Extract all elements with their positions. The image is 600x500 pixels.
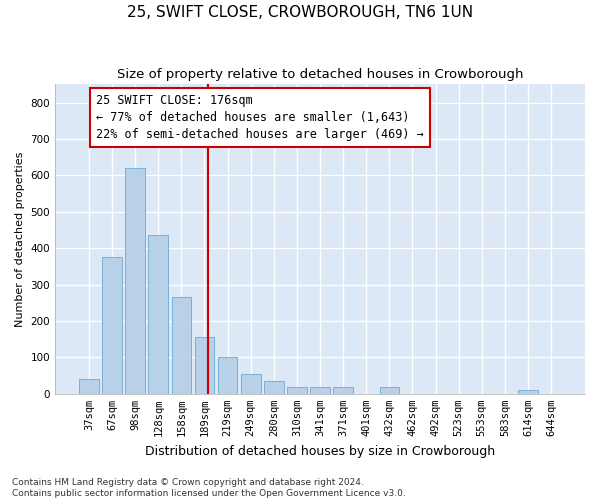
Text: 25 SWIFT CLOSE: 176sqm
← 77% of detached houses are smaller (1,643)
22% of semi-: 25 SWIFT CLOSE: 176sqm ← 77% of detached… (96, 94, 424, 140)
Bar (518, 390, 538, 394)
X-axis label: Distribution of detached houses by size in Crowborough: Distribution of detached houses by size … (145, 444, 495, 458)
Y-axis label: Number of detached properties: Number of detached properties (15, 152, 25, 327)
Bar (79, 379, 99, 394)
Bar (172, 298, 191, 394)
Bar (264, 381, 284, 394)
Bar (241, 374, 260, 394)
Bar (287, 386, 307, 394)
Bar (125, 168, 145, 394)
Text: Contains HM Land Registry data © Crown copyright and database right 2024.
Contai: Contains HM Land Registry data © Crown c… (12, 478, 406, 498)
Bar (310, 386, 330, 394)
Bar (148, 236, 168, 394)
Bar (194, 338, 214, 394)
Text: 25, SWIFT CLOSE, CROWBOROUGH, TN6 1UN: 25, SWIFT CLOSE, CROWBOROUGH, TN6 1UN (127, 5, 473, 20)
Title: Size of property relative to detached houses in Crowborough: Size of property relative to detached ho… (117, 68, 523, 80)
Bar (102, 258, 122, 394)
Bar (334, 386, 353, 394)
Bar (218, 358, 238, 394)
Bar (380, 386, 399, 394)
